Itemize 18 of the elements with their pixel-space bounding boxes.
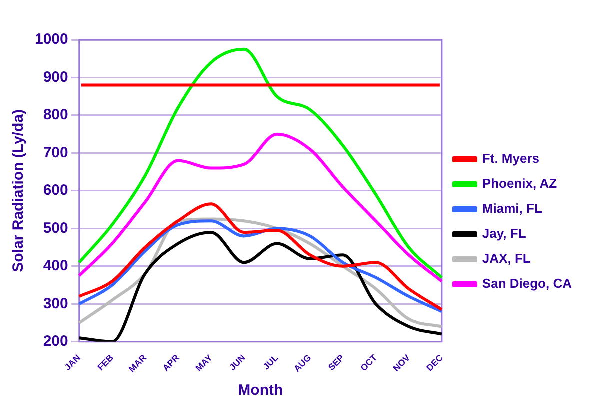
y-tick-label: 200 [43,333,68,350]
y-tick-label: 500 [43,220,68,237]
legend-label: Ft. Myers [482,151,540,166]
y-tick-label: 300 [43,295,68,312]
legend-label: Phoenix, AZ [482,176,558,192]
legend-label: Miami, FL [482,201,542,216]
x-tick-label: JUL [261,352,281,372]
x-axis-title: Month [238,382,284,400]
legend-label: JAX, FL [482,251,531,266]
y-tick-label: 700 [43,144,68,162]
legend-label: San Diego, CA [482,276,573,292]
y-tick-label: 600 [43,182,68,200]
y-tick-label: 800 [43,106,68,124]
y-tick-label: 900 [43,68,68,86]
y-tick-label: 1000 [34,31,68,48]
y-tick-label: 400 [43,258,68,275]
legend-label: Jay, FL [482,226,526,242]
y-axis-title: Solar Radiation (Ly/da) [10,110,28,272]
